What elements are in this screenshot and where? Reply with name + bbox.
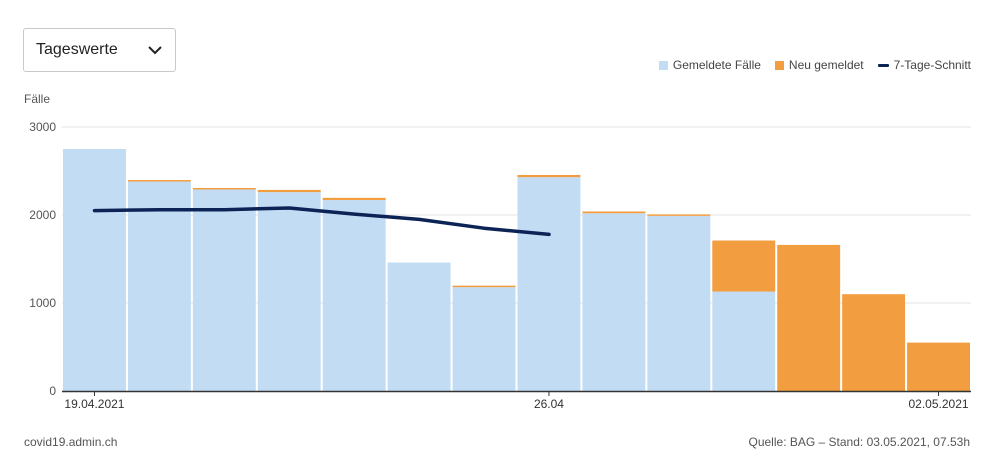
legend-label-new: Neu gemeldet (788, 58, 864, 72)
chevron-down-icon (147, 42, 163, 58)
y-tick-label: 0 (49, 384, 56, 398)
value-type-select[interactable]: Tageswerte (23, 28, 176, 72)
bar-reported (517, 177, 581, 391)
bar-new (127, 180, 191, 182)
bar-new (452, 285, 516, 288)
y-tick-label: 2000 (29, 208, 56, 222)
source-site: covid19.admin.ch (24, 435, 118, 449)
bar-new (192, 187, 256, 190)
bar-new (517, 174, 581, 178)
bar-reported (257, 192, 321, 391)
cases-chart: 0 1000 2000 3000 19.04.2021 26.04 02.05.2021 (29, 120, 971, 411)
bar-reported (582, 213, 646, 391)
bar-new (712, 240, 776, 292)
y-tick-label: 3000 (29, 120, 56, 134)
bar-new (777, 244, 841, 391)
legend-label-reported: Gemeldete Fälle (672, 58, 761, 72)
bar-new (257, 189, 321, 193)
bar-new (842, 294, 906, 391)
y-axis-label: Fälle (24, 92, 51, 106)
bar-reported (322, 200, 386, 391)
legend-swatch-reported (658, 60, 668, 70)
bar-new (907, 342, 970, 391)
bar-reported (712, 291, 776, 391)
source-note: Quelle: BAG – Stand: 03.05.2021, 07.53h (748, 435, 971, 449)
y-tick-label: 1000 (29, 296, 56, 310)
legend-swatch-avg (877, 63, 889, 67)
bar-reported (127, 181, 191, 391)
value-type-select-label: Tageswerte (36, 41, 118, 58)
legend-label-avg: 7-Tage-Schnitt (893, 58, 971, 72)
avg-line (92, 206, 551, 237)
legend-item-reported[interactable]: Gemeldete Fälle (658, 58, 761, 72)
legend-item-new[interactable]: Neu gemeldet (774, 58, 864, 72)
bar-reported (387, 262, 451, 391)
legend-swatch-new (774, 60, 784, 70)
x-tick-label: 26.04 (534, 397, 564, 411)
bar-new (647, 214, 711, 216)
legend-item-avg[interactable]: 7-Tage-Schnitt (877, 58, 971, 72)
bar-reported (452, 287, 516, 391)
x-tick-label: 19.04.2021 (64, 397, 124, 411)
x-tick-label: 02.05.2021 (909, 397, 969, 411)
bar-new (322, 197, 386, 201)
bar-new (582, 211, 646, 214)
bar-reported (647, 215, 711, 391)
chart-legend: Gemeldete Fälle Neu gemeldet 7-Tage-Schn… (658, 58, 971, 72)
bar-reported (192, 189, 256, 391)
bar-reported (63, 149, 126, 391)
